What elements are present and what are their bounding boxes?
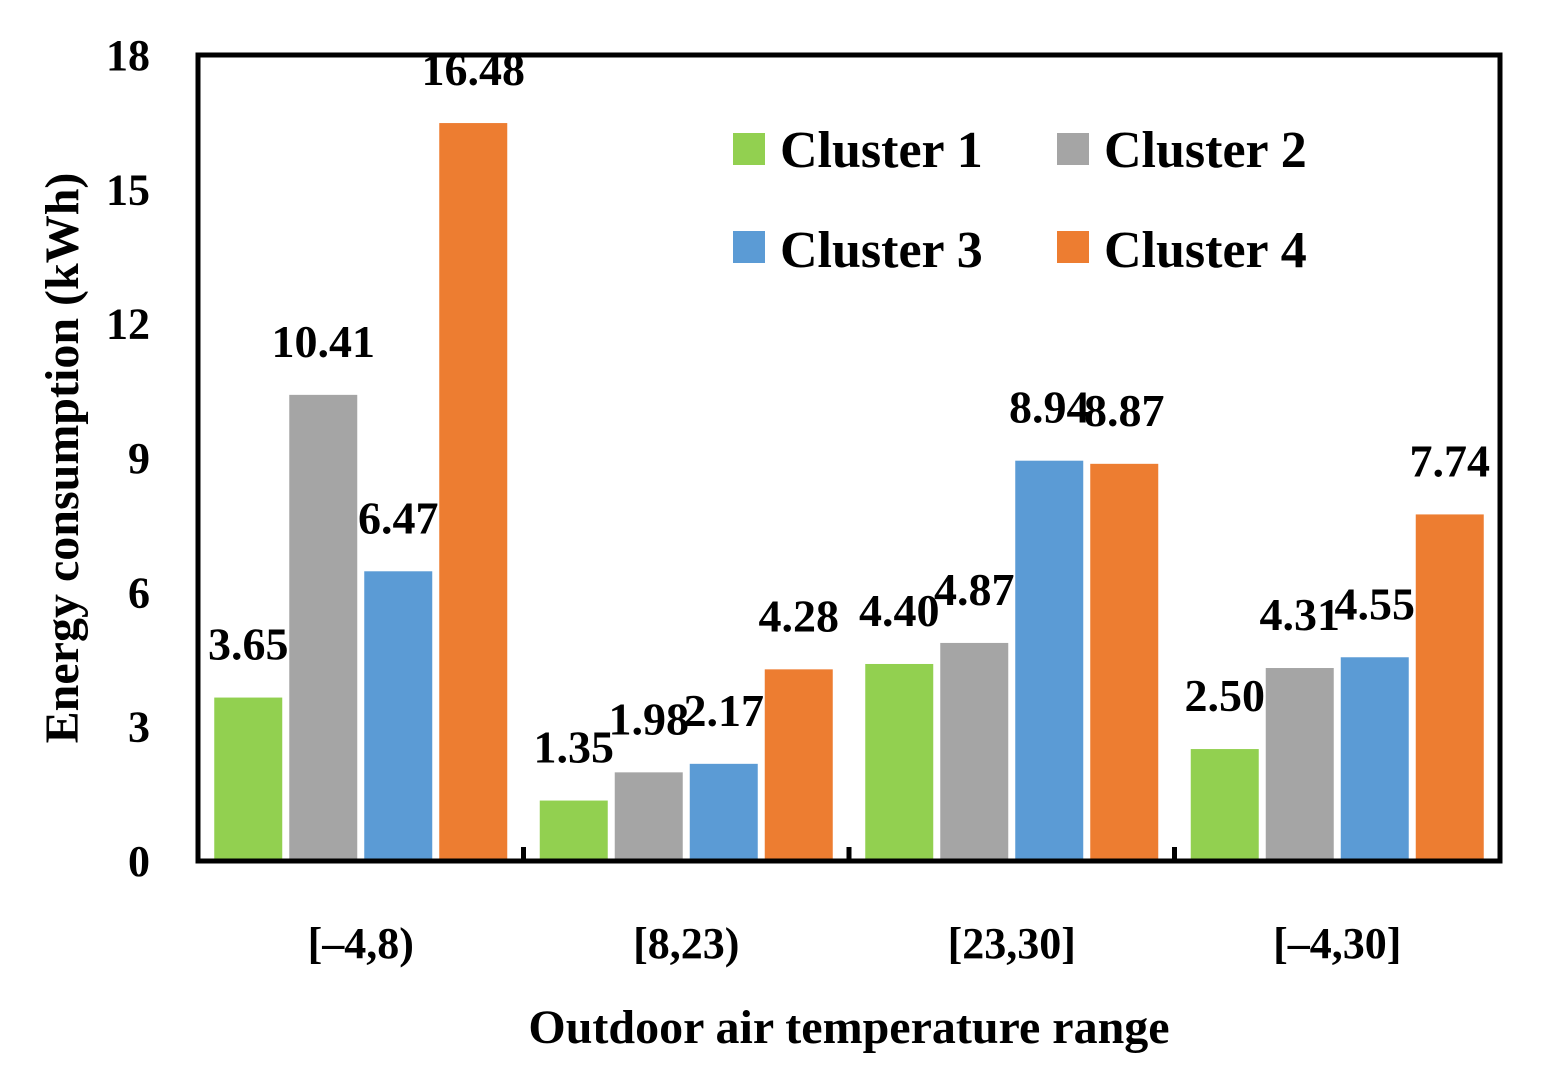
legend-swatch-cluster-4 <box>1057 231 1089 263</box>
data-label-cluster-2-cat-2: 1.98 <box>609 693 690 744</box>
data-label-cluster-4-cat-2: 4.28 <box>759 590 840 641</box>
y-tick-label-6: 15 <box>106 165 150 214</box>
data-label-cluster-1-cat-3: 4.40 <box>859 585 940 636</box>
legend-label-cluster-1: Cluster 1 <box>780 122 983 179</box>
bar-cluster-2-cat-1 <box>289 394 358 861</box>
x-axis-title: Outdoor air temperature range <box>528 1001 1169 1054</box>
data-label-cluster-2-cat-3: 4.87 <box>934 564 1015 615</box>
bar-cluster-1-cat-3 <box>865 663 934 861</box>
bar-cluster-4-cat-1 <box>439 123 508 861</box>
legend-label-cluster-2: Cluster 2 <box>1104 122 1307 179</box>
bar-cluster-3-cat-4 <box>1340 657 1409 861</box>
bar-cluster-2-cat-3 <box>940 642 1009 861</box>
data-label-cluster-4-cat-3: 8.87 <box>1084 385 1165 436</box>
y-tick-label-1: 0 <box>128 837 150 886</box>
x-tick-label-1: [–4,8) <box>308 919 414 968</box>
bar-cluster-2-cat-2 <box>614 772 683 861</box>
data-label-cluster-4-cat-1: 16.48 <box>422 44 526 95</box>
legend-label-cluster-3: Cluster 3 <box>780 222 983 279</box>
x-tick-label-4: [–4,30] <box>1273 919 1401 968</box>
y-tick-label-3: 6 <box>128 568 150 617</box>
bar-cluster-1-cat-2 <box>539 800 608 861</box>
y-tick-label-7: 18 <box>106 31 150 80</box>
data-label-cluster-3-cat-2: 2.17 <box>684 685 765 736</box>
bar-cluster-4-cat-2 <box>764 669 833 861</box>
bar-cluster-2-cat-4 <box>1265 668 1334 861</box>
data-label-cluster-2-cat-1: 10.41 <box>272 316 376 367</box>
data-label-cluster-2-cat-4: 4.31 <box>1260 589 1341 640</box>
y-tick-label-5: 12 <box>106 300 150 349</box>
data-label-cluster-4-cat-4: 7.74 <box>1410 435 1491 486</box>
data-label-cluster-3-cat-3: 8.94 <box>1009 382 1090 433</box>
data-label-cluster-1-cat-4: 2.50 <box>1185 670 1266 721</box>
bar-cluster-3-cat-2 <box>689 763 758 861</box>
legend-swatch-cluster-3 <box>733 231 765 263</box>
data-label-cluster-1-cat-1: 3.65 <box>208 619 289 670</box>
bar-cluster-3-cat-3 <box>1015 460 1084 861</box>
bar-cluster-3-cat-1 <box>364 571 433 861</box>
y-axis-title: Energy consumption (kWh) <box>36 173 89 744</box>
data-label-cluster-3-cat-1: 6.47 <box>358 492 439 543</box>
bar-group <box>214 123 1484 861</box>
bar-cluster-1-cat-4 <box>1190 749 1259 861</box>
y-tick-label-4: 9 <box>128 434 150 483</box>
data-label-cluster-3-cat-4: 4.55 <box>1335 578 1416 629</box>
data-label-cluster-1-cat-2: 1.35 <box>534 722 615 773</box>
bar-cluster-4-cat-3 <box>1090 463 1159 861</box>
y-tick-label-2: 3 <box>128 703 150 752</box>
legend-swatch-cluster-1 <box>733 133 765 165</box>
bar-cluster-4-cat-4 <box>1415 514 1484 861</box>
x-tick-label-3: [23,30] <box>948 919 1076 968</box>
legend-swatch-cluster-2 <box>1057 133 1089 165</box>
bar-cluster-1-cat-1 <box>214 697 283 861</box>
x-axis-ticks: [–4,8) [8,23) [23,30] [–4,30] <box>308 847 1401 968</box>
legend: Cluster 1 Cluster 2 Cluster 3 Cluster 4 <box>733 122 1307 279</box>
legend-label-cluster-4: Cluster 4 <box>1104 222 1307 279</box>
y-axis-ticks: 0 3 6 9 12 15 18 <box>106 31 150 886</box>
x-tick-label-2: [8,23) <box>633 919 739 968</box>
